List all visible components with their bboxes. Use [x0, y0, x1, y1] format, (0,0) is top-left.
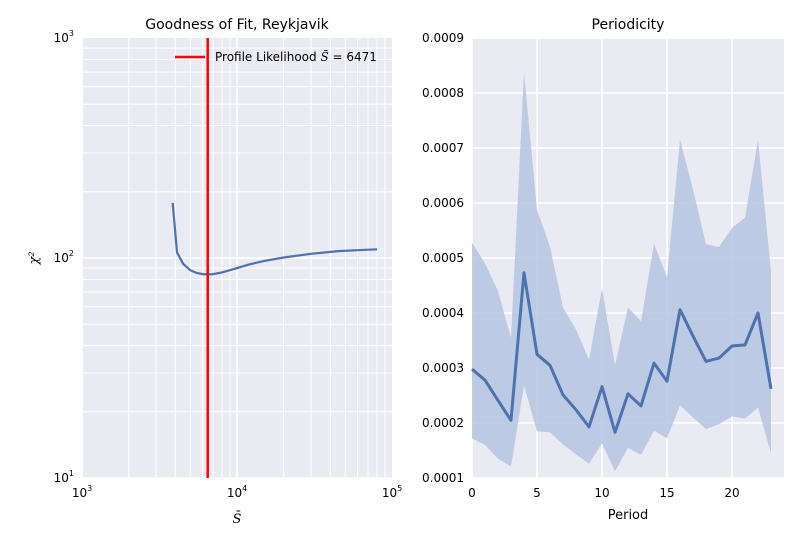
series-periodicity [471, 72, 773, 472]
chart-title-periodicity: Periodicity [592, 17, 665, 33]
y-tick-label: 0.0004 [422, 306, 464, 320]
legend-goodness-of-fit: Profile Likelihood S̄ = 6471 [175, 49, 377, 64]
y-tick-label: 101 [54, 469, 74, 485]
legend-label-prefix: Profile Likelihood [215, 50, 317, 64]
y-tick-label: 0.0005 [422, 251, 464, 265]
y-tick-label: 0.0002 [422, 416, 464, 430]
x-tick-label: 5 [533, 486, 541, 500]
x-tick-label: 0 [468, 486, 476, 500]
y-axis-label-goodness-of-fit: χ² [27, 251, 42, 265]
legend-label-profile-likelihood: Profile Likelihood S̄ = 6471 [215, 49, 377, 64]
y-tick-label: 0.0009 [422, 31, 464, 45]
y-tick-label: 0.0001 [422, 471, 464, 485]
x-tick-label: 20 [724, 486, 739, 500]
y-tick-label: 102 [54, 249, 74, 265]
chart-periodicity: 0 5 10 15 20 0.0001 0.0002 0.0003 0.0004 0.0005 0.… [422, 17, 784, 523]
y-tick-label: 0.0008 [422, 86, 464, 100]
ticks-goodness-of-fit: 103 104 105 101 102 103 [54, 29, 403, 500]
y-tick-label: 103 [54, 29, 74, 45]
y-tick-label: 0.0007 [422, 141, 464, 155]
x-axis-label-periodicity: Period [608, 508, 649, 523]
series-goodness-of-fit [171, 38, 378, 478]
ticks-periodicity: 0 5 10 15 20 0.0001 0.0002 0.0003 0.0004 0.0005 0.… [422, 31, 740, 500]
y-tick-label: 0.0003 [422, 361, 464, 375]
x-tick-label: 103 [72, 484, 92, 500]
x-tick-label: 105 [382, 484, 402, 500]
x-tick-label: 104 [227, 484, 247, 500]
series-line-chi-squared [171, 202, 378, 276]
confidence-band [472, 72, 771, 472]
x-tick-label: 10 [594, 486, 609, 500]
chart-goodness-of-fit: 103 104 105 101 102 103 Goodness of Fit, Reyk… [27, 17, 402, 527]
series-line-periodicity [471, 271, 773, 434]
chart-title-goodness-of-fit: Goodness of Fit, Reykjavik [145, 17, 329, 33]
x-axis-label-goodness-of-fit: S̄ [233, 511, 242, 527]
y-tick-label: 0.0006 [422, 196, 464, 210]
legend-label-symbol: S̄ [320, 49, 328, 64]
legend-label-suffix: = 6471 [333, 50, 377, 64]
x-tick-label: 15 [659, 486, 674, 500]
grid-goodness-of-fit [81, 38, 392, 479]
